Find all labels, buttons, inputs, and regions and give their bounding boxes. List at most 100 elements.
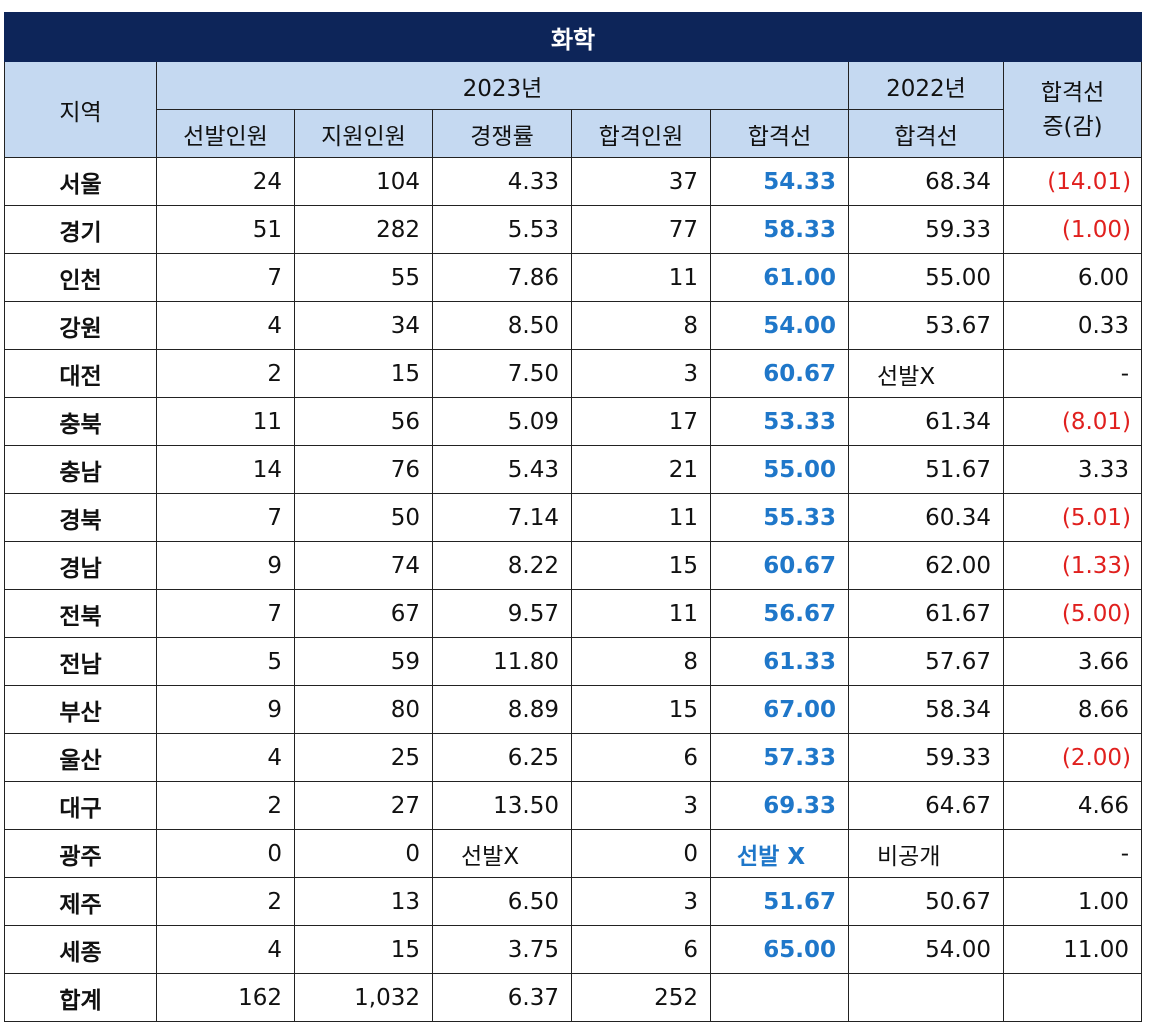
cutoff-2022-cell: 57.67 — [848, 637, 1004, 686]
applicants-cell: 0 — [294, 829, 433, 878]
selected-cell: 51 — [156, 205, 295, 254]
selected-cell: 2 — [156, 877, 295, 926]
selected-cell: 0 — [156, 829, 295, 878]
ratio-cell: 9.57 — [432, 589, 572, 638]
applicants-cell: 15 — [294, 925, 433, 974]
header-selected: 선발인원 — [156, 109, 295, 158]
header-change-line1: 합격선 — [1040, 79, 1105, 106]
cutoff-2022-cell: 60.34 — [848, 493, 1004, 542]
cutoff-2023-cell: 선발 X — [710, 829, 849, 878]
header-cutoff-2022: 합격선 — [848, 109, 1004, 158]
chemistry-cutoff-table: 화학 지역 2023년 2022년 합격선 증(감) 선발인원 지원인원 경쟁률… — [3, 12, 1143, 1022]
passed-cell: 11 — [571, 589, 711, 638]
cutoff-2023-cell: 55.00 — [710, 445, 849, 494]
cutoff-2022-cell: 55.00 — [848, 253, 1004, 302]
region-cell: 경기 — [4, 205, 157, 254]
region-cell: 광주 — [4, 829, 157, 878]
region-cell: 충북 — [4, 397, 157, 446]
total-cutoff-2023 — [710, 973, 849, 1022]
table-row: 인천 7 55 7.86 11 61.00 55.00 6.00 — [4, 253, 1143, 302]
cutoff-2023-cell: 60.67 — [710, 541, 849, 590]
total-cutoff-2022 — [848, 973, 1004, 1022]
selected-cell: 5 — [156, 637, 295, 686]
cutoff-2023-cell: 67.00 — [710, 685, 849, 734]
cutoff-2022-cell: 64.67 — [848, 781, 1004, 830]
cutoff-2023-cell: 54.33 — [710, 157, 849, 206]
region-cell: 경북 — [4, 493, 157, 542]
region-cell: 인천 — [4, 253, 157, 302]
passed-cell: 11 — [571, 493, 711, 542]
total-label: 합계 — [4, 973, 157, 1022]
passed-cell: 6 — [571, 925, 711, 974]
cutoff-2023-cell: 65.00 — [710, 925, 849, 974]
table-row: 강원 4 34 8.50 8 54.00 53.67 0.33 — [4, 301, 1143, 350]
table-row: 전북 7 67 9.57 11 56.67 61.67 (5.00) — [4, 589, 1143, 638]
cutoff-2022-cell: 68.34 — [848, 157, 1004, 206]
cutoff-2022-cell: 53.67 — [848, 301, 1004, 350]
passed-cell: 11 — [571, 253, 711, 302]
table-row: 광주 0 0 선발X 0 선발 X 비공개 - — [4, 829, 1143, 878]
region-cell: 전남 — [4, 637, 157, 686]
selected-cell: 4 — [156, 733, 295, 782]
selected-cell: 14 — [156, 445, 295, 494]
selected-cell: 7 — [156, 253, 295, 302]
cutoff-2023-cell: 57.33 — [710, 733, 849, 782]
change-cell: 11.00 — [1002, 925, 1143, 974]
change-cell: - — [1002, 829, 1143, 878]
passed-cell: 15 — [571, 541, 711, 590]
region-cell: 강원 — [4, 301, 157, 350]
cutoff-2023-cell: 61.33 — [710, 637, 849, 686]
table-row: 충북 11 56 5.09 17 53.33 61.34 (8.01) — [4, 397, 1143, 446]
ratio-cell: 8.22 — [432, 541, 572, 590]
cutoff-2022-cell: 선발X — [848, 349, 1004, 398]
header-competition-ratio: 경쟁률 — [432, 109, 572, 158]
table-row: 경기 51 282 5.53 77 58.33 59.33 (1.00) — [4, 205, 1143, 254]
ratio-cell: 6.50 — [432, 877, 572, 926]
header-2022: 2022년 — [848, 61, 1004, 110]
total-change — [1002, 973, 1143, 1022]
region-cell: 전북 — [4, 589, 157, 638]
table-row: 제주 2 13 6.50 3 51.67 50.67 1.00 — [4, 877, 1143, 926]
cutoff-2022-cell: 61.34 — [848, 397, 1004, 446]
selected-cell: 24 — [156, 157, 295, 206]
change-cell: (14.01) — [1002, 157, 1143, 206]
passed-cell: 0 — [571, 829, 711, 878]
passed-cell: 37 — [571, 157, 711, 206]
ratio-cell: 13.50 — [432, 781, 572, 830]
change-cell: 1.00 — [1002, 877, 1143, 926]
header-passed: 합격인원 — [571, 109, 711, 158]
total-row: 합계 162 1,032 6.37 252 — [4, 973, 1143, 1022]
table-row: 서울 24 104 4.33 37 54.33 68.34 (14.01) — [4, 157, 1143, 206]
table-row: 전남 5 59 11.80 8 61.33 57.67 3.66 — [4, 637, 1143, 686]
change-cell: - — [1002, 349, 1143, 398]
region-cell: 세종 — [4, 925, 157, 974]
change-cell: (1.00) — [1002, 205, 1143, 254]
passed-cell: 8 — [571, 301, 711, 350]
ratio-cell: 4.33 — [432, 157, 572, 206]
header-change: 합격선 증(감) — [1002, 61, 1143, 158]
cutoff-2022-cell: 59.33 — [848, 733, 1004, 782]
selected-cell: 2 — [156, 781, 295, 830]
selected-cell: 7 — [156, 589, 295, 638]
cutoff-2023-cell: 56.67 — [710, 589, 849, 638]
title-row: 화학 — [3, 12, 1143, 62]
passed-cell: 3 — [571, 349, 711, 398]
passed-cell: 77 — [571, 205, 711, 254]
table-row: 대전 2 15 7.50 3 60.67 선발X - — [4, 349, 1143, 398]
change-cell: 8.66 — [1002, 685, 1143, 734]
table-row: 대구 2 27 13.50 3 69.33 64.67 4.66 — [4, 781, 1143, 830]
selected-cell: 9 — [156, 541, 295, 590]
region-cell: 충남 — [4, 445, 157, 494]
total-ratio: 6.37 — [432, 973, 572, 1022]
region-cell: 서울 — [4, 157, 157, 206]
region-cell: 대구 — [4, 781, 157, 830]
header-row-1: 지역 2023년 2022년 합격선 증(감) — [4, 61, 1143, 158]
change-cell: (8.01) — [1002, 397, 1143, 446]
cutoff-2022-cell: 50.67 — [848, 877, 1004, 926]
header-applicants: 지원인원 — [294, 109, 433, 158]
applicants-cell: 80 — [294, 685, 433, 734]
applicants-cell: 76 — [294, 445, 433, 494]
applicants-cell: 25 — [294, 733, 433, 782]
applicants-cell: 50 — [294, 493, 433, 542]
region-cell: 대전 — [4, 349, 157, 398]
